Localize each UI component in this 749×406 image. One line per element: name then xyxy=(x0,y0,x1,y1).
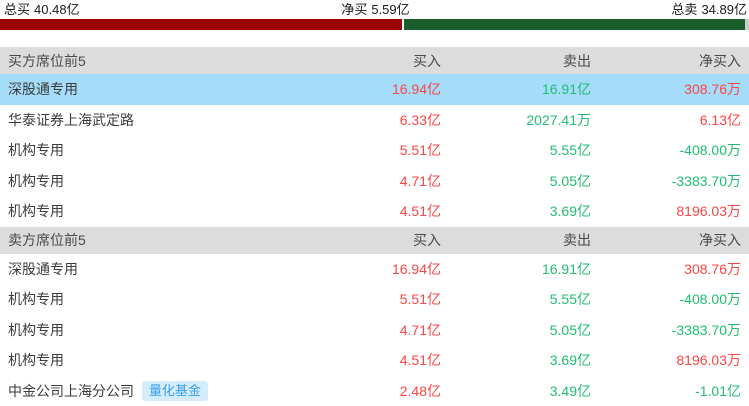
column-header: 买入 xyxy=(291,51,441,71)
seat-name: 机构专用 xyxy=(8,350,64,370)
net-buy-value: -1.01亿 xyxy=(591,381,741,401)
seat-name: 机构专用 xyxy=(8,320,64,340)
section-title: 买方席位前5 xyxy=(0,51,291,71)
net-buy-value: -3383.70万 xyxy=(591,171,741,191)
seat-name-cell: 机构专用 xyxy=(0,289,291,309)
summary-labels: 总买 40.48亿 净买 5.59亿 总卖 34.89亿 xyxy=(0,2,749,17)
net-buy-label: 净买 xyxy=(341,2,367,17)
sell-value: 3.69亿 xyxy=(441,350,591,370)
buy-value: 6.33亿 xyxy=(291,110,441,130)
seat-name: 机构专用 xyxy=(8,171,64,191)
column-header: 净买入 xyxy=(591,51,741,71)
total-sell-label: 总卖 xyxy=(671,2,697,17)
net-buy-value: 308.76万 xyxy=(591,259,741,279)
buy-value: 2.48亿 xyxy=(291,381,441,401)
net-buy-value: 8196.03万 xyxy=(591,201,741,221)
seat-name: 机构专用 xyxy=(8,201,64,221)
net-buy-value: -408.00万 xyxy=(591,140,741,160)
net-buy-value: 8196.03万 xyxy=(591,350,741,370)
seat-name-cell: 机构专用 xyxy=(0,320,291,340)
seat-name-cell: 华泰证券上海武定路 xyxy=(0,110,291,130)
buy-value: 16.94亿 xyxy=(291,259,441,279)
net-buy-value: 5.59亿 xyxy=(371,2,409,17)
column-header: 卖出 xyxy=(441,51,591,71)
column-header: 净买入 xyxy=(591,230,741,250)
seat-name-cell: 深股通专用 xyxy=(0,259,291,279)
total-buy-value: 40.48亿 xyxy=(34,2,80,17)
sell-ratio-segment xyxy=(404,19,745,30)
seat-name-cell: 机构专用 xyxy=(0,201,291,221)
column-header: 买入 xyxy=(291,230,441,250)
seat-name-cell: 机构专用 xyxy=(0,140,291,160)
buy-value: 5.51亿 xyxy=(291,140,441,160)
net-buy-value: -408.00万 xyxy=(591,289,741,309)
seat-name-cell: 机构专用 xyxy=(0,350,291,370)
seat-name-cell: 中金公司上海分公司量化基金 xyxy=(0,381,291,401)
seat-name: 深股通专用 xyxy=(8,79,78,99)
net-buy-value: -3383.70万 xyxy=(591,320,741,340)
summary-section: 总买 40.48亿 净买 5.59亿 总卖 34.89亿 xyxy=(0,0,749,30)
total-buy-label: 总买 xyxy=(4,2,30,17)
buy-value: 4.51亿 xyxy=(291,201,441,221)
quant-fund-badge[interactable]: 量化基金 xyxy=(142,381,208,401)
sell-value: 2027.41万 xyxy=(441,110,591,130)
sell-value: 16.91亿 xyxy=(441,259,591,279)
seat-name-cell: 机构专用 xyxy=(0,171,291,191)
seat-name: 机构专用 xyxy=(8,140,64,160)
net-buy: 净买 5.59亿 xyxy=(341,2,409,17)
sell-value: 3.49亿 xyxy=(441,381,591,401)
buy-value: 4.71亿 xyxy=(291,320,441,340)
buy-value: 4.51亿 xyxy=(291,350,441,370)
sell-value: 3.69亿 xyxy=(441,201,591,221)
section-title: 卖方席位前5 xyxy=(0,230,291,250)
buy-value: 16.94亿 xyxy=(291,79,441,99)
buy-value: 5.51亿 xyxy=(291,289,441,309)
sell-value: 5.55亿 xyxy=(441,140,591,160)
sell-value: 5.05亿 xyxy=(441,171,591,191)
seat-name-cell: 深股通专用 xyxy=(0,79,291,99)
sell-value: 5.05亿 xyxy=(441,320,591,340)
total-sell-value: 34.89亿 xyxy=(701,2,747,17)
net-buy-value: 308.76万 xyxy=(591,79,741,99)
total-sell: 总卖 34.89亿 xyxy=(671,2,747,17)
seat-name: 深股通专用 xyxy=(8,259,78,279)
buy-value: 4.71亿 xyxy=(291,171,441,191)
bar-tail xyxy=(745,19,749,30)
seat-name: 华泰证券上海武定路 xyxy=(8,110,134,130)
buy-sell-ratio-bar xyxy=(0,19,749,30)
seat-name: 机构专用 xyxy=(8,289,64,309)
buy-ratio-segment xyxy=(0,19,402,30)
seat-name: 中金公司上海分公司 xyxy=(8,381,134,401)
column-header: 卖出 xyxy=(441,230,591,250)
net-buy-value: 6.13亿 xyxy=(591,110,741,130)
sell-value: 5.55亿 xyxy=(441,289,591,309)
sell-value: 16.91亿 xyxy=(441,79,591,99)
total-buy: 总买 40.48亿 xyxy=(4,2,80,17)
